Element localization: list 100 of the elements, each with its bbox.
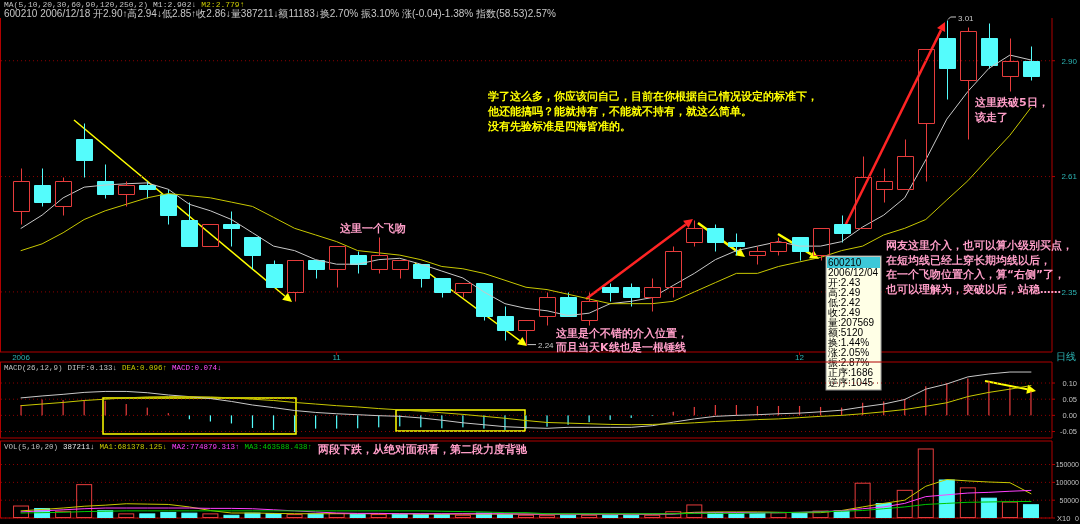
annotation: 收:2.49 [828,306,861,318]
candlestick [244,237,261,270]
candlestick [497,306,514,341]
candlestick [560,292,577,317]
annotation: 额:5120 [828,326,864,338]
candlestick [770,237,787,256]
candlestick [981,23,998,69]
candlestick [707,224,724,252]
bar [644,514,661,518]
candlestick [181,202,198,247]
bar [665,511,682,518]
bar [980,497,997,518]
candlestick [1002,38,1019,92]
x-tick-label: 12 [795,353,805,362]
candlestick [223,211,240,247]
text: M2:2.779↑ [201,0,245,9]
candlestick [97,164,114,199]
bar [139,513,156,518]
annotation: 这里是个不错的介入位置，而且当天K线也是一根锤线 [555,327,688,354]
annotation: 这里跌破5日，该走了 [974,96,1049,124]
bar [370,514,387,518]
candlestick [160,189,177,225]
annotation: 2006/12/04 [828,266,879,278]
bar [76,484,93,518]
bar [812,510,829,518]
chart-subtitle: 600210 2006/12/18 开2.90↑高2.94↓低2.85↑收2.86↓量387211↓额11183↓换2.70% 振3.10% 涨(-0.04)-1.38% 指数(58.53)2.57% [4,8,557,19]
candlestick [623,283,640,307]
bar [854,482,871,518]
candlestick [308,260,325,279]
bar [938,479,955,518]
text: 日线 [1056,351,1076,362]
bar [223,514,240,518]
candlestick [413,264,430,288]
bar [55,510,72,518]
candlestick [139,181,156,199]
candlestick [455,283,472,298]
candlestick [118,181,135,207]
annotation: 2.24 [538,341,555,350]
bar [160,511,177,518]
candlestick [13,168,30,225]
candlestick [202,224,219,247]
candlestick [876,168,893,203]
annotation: 这里一个飞吻 [339,222,406,235]
candlestick [602,283,619,302]
candlestick [855,156,872,229]
candlestick [34,168,51,207]
bar [1022,504,1039,518]
candlestick [581,292,598,326]
annotation: 低:2.42 [828,296,861,308]
annotation: 600210 [828,256,862,268]
bar [539,515,556,518]
candlestick [644,278,661,312]
x-tick-label: 11 [332,353,342,362]
bar [896,489,913,518]
bar [13,505,30,518]
bar [118,513,135,518]
annotation: 学了这么多，你应该问自己，目前在你根据自己情况设定的标准下，他还能搞吗？能就持有，不能就不持有，就这么简单。没有先验标准是四海皆准的。 [487,90,818,133]
candlestick [392,260,409,279]
bar [791,512,808,518]
candlestick [918,49,935,182]
candlestick [834,215,851,243]
bar [581,514,598,518]
bar [286,514,303,518]
annotation: 两段下跌，从绝对面积看，第二段力度背驰 [317,443,528,456]
annotation: 正序:1686 [828,366,874,378]
bar [202,513,219,518]
candlestick [434,278,451,298]
bar [181,512,198,518]
candlestick [1023,46,1040,81]
bar [560,514,577,518]
bar [959,487,976,518]
bar [391,514,408,518]
annotation: 3.01 [958,14,975,23]
candlestick [371,237,388,274]
bar [1001,501,1018,518]
line-series [20,500,1032,515]
bar [518,514,534,518]
annotation: 高:2.49 [828,286,861,298]
bar [623,514,640,518]
annotation: 量:207569 [828,316,875,328]
bar [307,513,324,518]
annotation: 逆序:1045 [828,376,874,388]
candlestick [897,139,914,190]
y-tick-label: 2.90 [1061,56,1078,66]
candlestick [960,27,977,140]
bar [454,514,471,518]
candlestick [476,283,493,321]
candlestick [329,246,346,288]
text: M1:2.902↓ [153,0,197,9]
x-tick-label: 2006 [12,353,31,362]
y-tick-label: 2.61 [1061,172,1078,182]
candlestick [55,177,72,216]
chart-title: MA(5,10,20,30,60,90,120,250,2) [4,0,149,9]
candlestick [266,260,283,288]
bar [686,504,703,518]
annotation: 振:2.87% [828,356,870,368]
bar [917,448,934,518]
bar [349,514,366,518]
candlestick [539,292,556,326]
annotation: 开:2.43 [828,276,861,288]
